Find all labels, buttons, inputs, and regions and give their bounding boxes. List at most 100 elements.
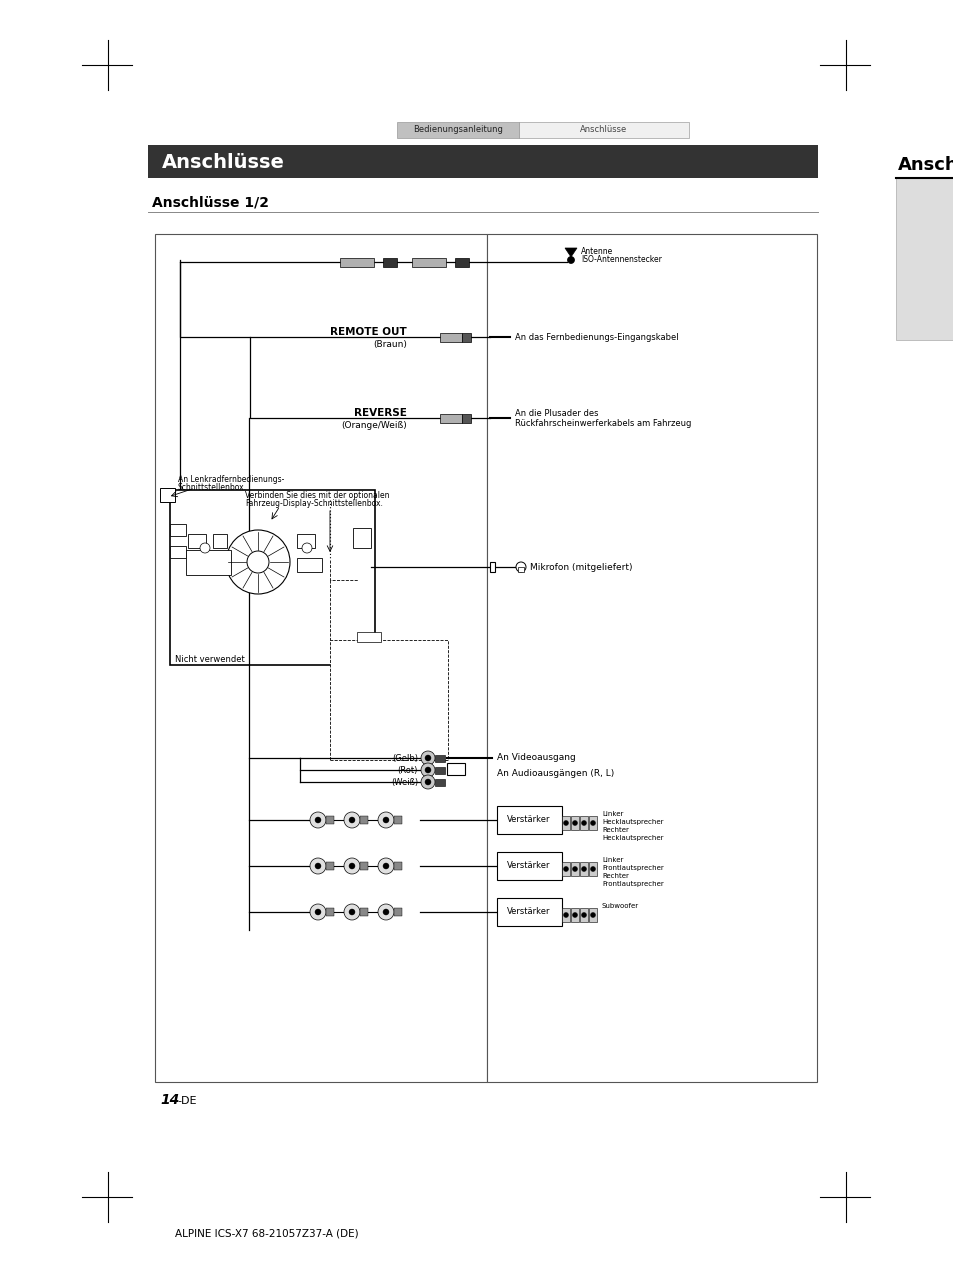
Circle shape: [420, 776, 435, 789]
Circle shape: [344, 857, 359, 874]
Bar: [461, 333, 471, 342]
Text: Anschl: Anschl: [897, 156, 953, 174]
Text: An die Plusader des: An die Plusader des: [515, 410, 598, 419]
Text: An das Fernbedienungs-Eingangskabel: An das Fernbedienungs-Eingangskabel: [515, 333, 678, 342]
Text: Hecklautsprecher: Hecklautsprecher: [601, 835, 662, 841]
Bar: [359, 816, 368, 823]
Bar: [895, 178, 953, 340]
Text: ISO-Antennenstecker: ISO-Antennenstecker: [580, 255, 661, 264]
Text: 14: 14: [160, 1093, 179, 1107]
Circle shape: [424, 767, 431, 773]
Circle shape: [563, 821, 568, 826]
Bar: [588, 863, 597, 876]
Bar: [394, 816, 401, 823]
Circle shape: [344, 812, 359, 828]
Bar: [296, 533, 314, 549]
Bar: [517, 567, 523, 572]
Circle shape: [349, 863, 355, 869]
Bar: [170, 546, 186, 559]
Bar: [356, 632, 380, 642]
Text: REVERSE: REVERSE: [354, 409, 407, 417]
Circle shape: [310, 812, 326, 828]
Text: (Rot): (Rot): [397, 765, 417, 774]
Bar: [382, 259, 396, 267]
Circle shape: [581, 866, 586, 871]
Circle shape: [247, 551, 269, 572]
Text: -DE: -DE: [177, 1096, 196, 1106]
Polygon shape: [564, 248, 577, 257]
Bar: [571, 863, 578, 876]
Bar: [435, 754, 444, 762]
Bar: [497, 898, 561, 926]
Bar: [353, 528, 371, 549]
Text: (Weiß): (Weiß): [391, 778, 417, 787]
Circle shape: [563, 913, 568, 918]
Text: Verstärker: Verstärker: [507, 908, 550, 917]
Text: An Audioausgängen (R, L): An Audioausgängen (R, L): [497, 768, 614, 778]
Circle shape: [420, 763, 435, 777]
Bar: [170, 491, 375, 665]
Bar: [439, 414, 461, 422]
Bar: [326, 863, 334, 870]
Circle shape: [349, 817, 355, 823]
Text: An Lenkradfernbedienungs-: An Lenkradfernbedienungs-: [178, 475, 284, 484]
Circle shape: [310, 904, 326, 921]
Circle shape: [590, 866, 595, 871]
Bar: [359, 863, 368, 870]
Text: Verbinden Sie dies mit der optionalen: Verbinden Sie dies mit der optionalen: [245, 492, 389, 501]
Bar: [579, 908, 587, 922]
Circle shape: [590, 913, 595, 918]
Bar: [588, 816, 597, 830]
Circle shape: [424, 779, 431, 786]
Circle shape: [424, 755, 431, 760]
Bar: [486, 235, 816, 1082]
Text: REMOTE OUT: REMOTE OUT: [330, 327, 407, 337]
Bar: [412, 259, 446, 267]
Circle shape: [314, 863, 320, 869]
Circle shape: [590, 821, 595, 826]
Text: ALPINE ICS-X7 68-21057Z37-A (DE): ALPINE ICS-X7 68-21057Z37-A (DE): [174, 1229, 358, 1240]
Circle shape: [302, 543, 312, 554]
Circle shape: [581, 913, 586, 918]
Bar: [579, 816, 587, 830]
Circle shape: [377, 904, 394, 921]
Bar: [296, 559, 322, 572]
Text: Frontlautsprecher: Frontlautsprecher: [601, 865, 663, 871]
Text: Rechter: Rechter: [601, 873, 628, 879]
Bar: [435, 767, 444, 773]
Bar: [326, 908, 334, 915]
Text: Fahrzeug-Display-Schnittstellenbox.: Fahrzeug-Display-Schnittstellenbox.: [245, 499, 382, 508]
Circle shape: [310, 857, 326, 874]
Bar: [571, 816, 578, 830]
Bar: [186, 550, 231, 575]
Text: Linker: Linker: [601, 857, 622, 863]
Circle shape: [382, 863, 389, 869]
Bar: [154, 235, 486, 1082]
Circle shape: [382, 817, 389, 823]
Text: (Orange/Weiß): (Orange/Weiß): [341, 420, 407, 430]
Circle shape: [344, 904, 359, 921]
Circle shape: [572, 866, 577, 871]
Text: Mikrofon (mitgeliefert): Mikrofon (mitgeliefert): [530, 562, 632, 571]
Bar: [326, 816, 334, 823]
Text: An Videoausgang: An Videoausgang: [497, 754, 576, 763]
Circle shape: [572, 821, 577, 826]
Bar: [571, 908, 578, 922]
Bar: [339, 259, 374, 267]
Text: Schnittstellenbox.: Schnittstellenbox.: [178, 483, 247, 493]
Bar: [170, 525, 186, 536]
Circle shape: [581, 821, 586, 826]
Bar: [359, 908, 368, 915]
Bar: [447, 763, 464, 776]
Circle shape: [563, 866, 568, 871]
Bar: [588, 908, 597, 922]
Bar: [497, 852, 561, 880]
Text: Verstärker: Verstärker: [507, 816, 550, 825]
Circle shape: [420, 752, 435, 765]
Circle shape: [382, 909, 389, 915]
Bar: [435, 778, 444, 786]
Text: Bedienungsanleitung: Bedienungsanleitung: [413, 126, 502, 135]
Text: Nicht verwendet: Nicht verwendet: [174, 656, 245, 665]
Bar: [188, 533, 206, 549]
Bar: [497, 806, 561, 834]
